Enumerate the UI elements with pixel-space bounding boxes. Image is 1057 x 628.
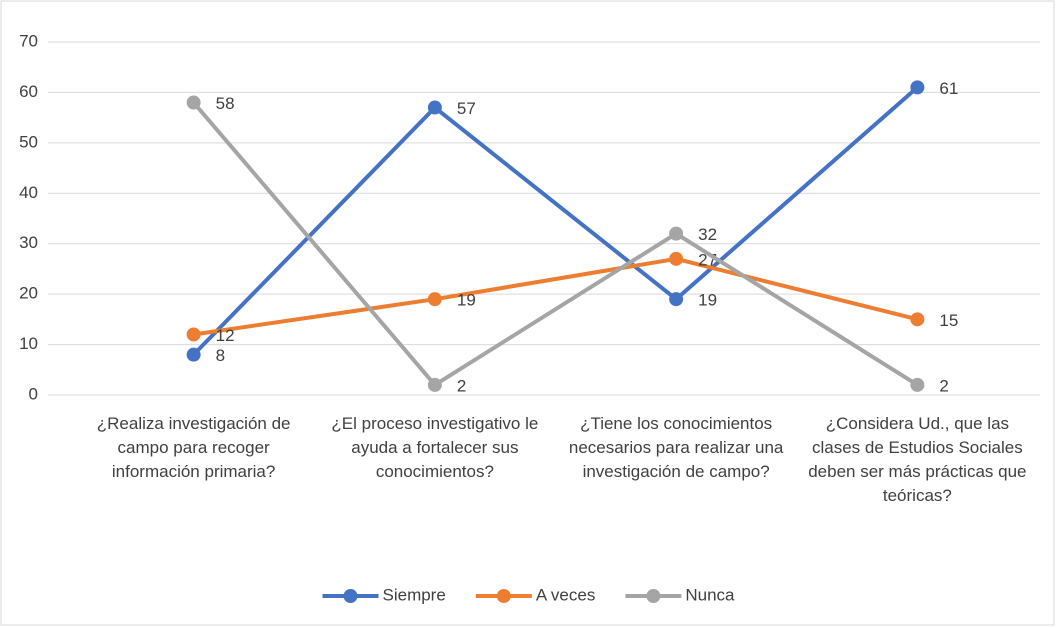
data-label: 15: [939, 311, 958, 330]
legend-label: Siempre: [383, 585, 446, 604]
data-point: [669, 226, 684, 241]
series-line: [193, 256, 918, 337]
y-tick-label: 50: [19, 132, 38, 151]
x-tick-label: ¿El proceso investigativo le ayuda a for…: [331, 414, 539, 481]
x-tick-label: ¿Tiene los conocimientos necesarios para…: [568, 414, 784, 481]
data-label: 12: [216, 326, 235, 345]
data-label: 61: [939, 79, 958, 98]
data-point: [427, 377, 442, 392]
y-tick-label: 20: [19, 284, 38, 303]
y-tick-label: 10: [19, 334, 38, 353]
data-point: [910, 312, 925, 327]
y-tick-label: 0: [29, 384, 38, 403]
y-tick-label: 40: [19, 183, 38, 202]
data-label: 32: [698, 225, 717, 244]
data-label: 58: [216, 94, 235, 113]
x-tick-label: ¿Realiza investigación de campo para rec…: [96, 414, 291, 481]
y-tick-label: 60: [19, 82, 38, 101]
data-label: 2: [939, 376, 948, 395]
data-point: [186, 347, 201, 362]
data-point: [669, 292, 684, 307]
data-point: [186, 95, 201, 110]
legend-label: A veces: [536, 585, 596, 604]
data-point: [669, 251, 684, 266]
data-point: [427, 292, 442, 307]
series-line: [192, 101, 919, 387]
data-point: [910, 80, 925, 95]
legend-marker: [496, 589, 511, 603]
data-point: [910, 377, 925, 392]
data-label: 19: [457, 291, 476, 310]
legend-marker: [646, 589, 661, 603]
legend-marker: [343, 589, 358, 603]
y-tick-label: 70: [19, 31, 38, 50]
y-tick-label: 30: [19, 233, 38, 252]
data-label: 19: [698, 291, 717, 310]
series-line: [192, 85, 919, 357]
data-label: 8: [216, 346, 225, 365]
x-tick-label: ¿Considera Ud., que las clases de Estudi…: [808, 414, 1027, 505]
data-point: [427, 100, 442, 115]
legend-label: Nunca: [685, 585, 735, 604]
data-point: [186, 327, 201, 342]
data-label: 2: [457, 376, 466, 395]
data-label: 57: [457, 99, 476, 118]
